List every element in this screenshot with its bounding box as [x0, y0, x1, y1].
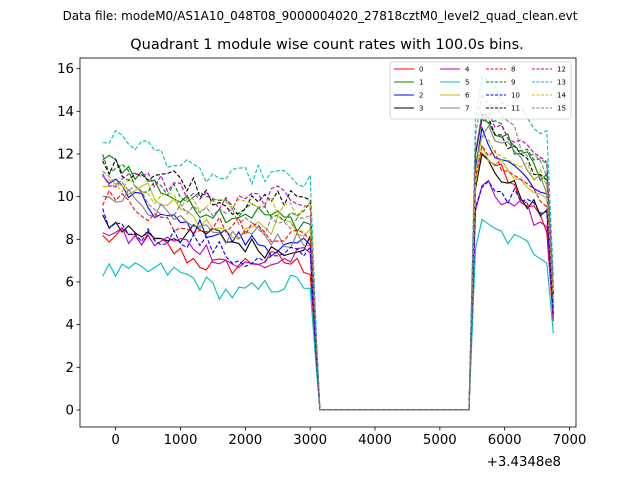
legend-label-8: 8	[511, 66, 515, 74]
legend-label-11: 11	[511, 105, 520, 113]
y-tick-label: 8	[66, 233, 74, 248]
legend-label-13: 13	[557, 79, 566, 87]
x-axis: 0 1000 2000 3000 4000 5000 6000 7000	[111, 427, 586, 448]
legend-label-10: 10	[511, 92, 520, 100]
x-tick-label: 3000	[293, 433, 327, 448]
legend-label-5: 5	[465, 79, 469, 87]
y-tick-label: 2	[66, 361, 74, 376]
x-tick-label: 7000	[553, 433, 587, 448]
y-tick-label: 6	[66, 275, 74, 290]
y-axis: 0 2 4 6 8 10 12 14 16	[57, 62, 80, 418]
legend-label-9: 9	[511, 79, 515, 87]
x-tick-label: 0	[111, 433, 119, 448]
y-tick-label: 0	[66, 403, 74, 418]
legend-label-6: 6	[465, 92, 470, 100]
x-tick-label: 5000	[423, 433, 457, 448]
x-tick-label: 4000	[358, 433, 392, 448]
legend-label-0: 0	[419, 66, 423, 74]
legend-label-4: 4	[465, 66, 470, 74]
legend-label-1: 1	[419, 79, 423, 87]
x-tick-label: 2000	[228, 433, 262, 448]
plot-area	[102, 75, 554, 411]
y-tick-label: 10	[57, 190, 74, 205]
y-tick-label: 14	[57, 105, 74, 120]
y-tick-label: 4	[66, 318, 74, 333]
legend-label-2: 2	[419, 92, 423, 100]
legend-label-7: 7	[465, 105, 469, 113]
legend-label-14: 14	[557, 92, 566, 100]
chart-title: Quadrant 1 module wise count rates with …	[130, 37, 524, 53]
series-line-14	[102, 135, 554, 411]
axes-frame	[79, 57, 577, 428]
legend-label-12: 12	[557, 66, 566, 74]
x-offset-label: +3.4348e8	[487, 455, 561, 470]
legend-label-15: 15	[557, 105, 566, 113]
axes-border	[79, 57, 577, 428]
legend-label-3: 3	[419, 105, 423, 113]
y-tick-label: 16	[57, 62, 74, 77]
y-tick-label: 12	[57, 147, 74, 162]
x-tick-label: 1000	[164, 433, 198, 448]
x-tick-label: 6000	[488, 433, 522, 448]
legend-box	[389, 61, 572, 120]
suptitle: Data file: modeM0/AS1A10_048T08_90000040…	[63, 9, 578, 23]
